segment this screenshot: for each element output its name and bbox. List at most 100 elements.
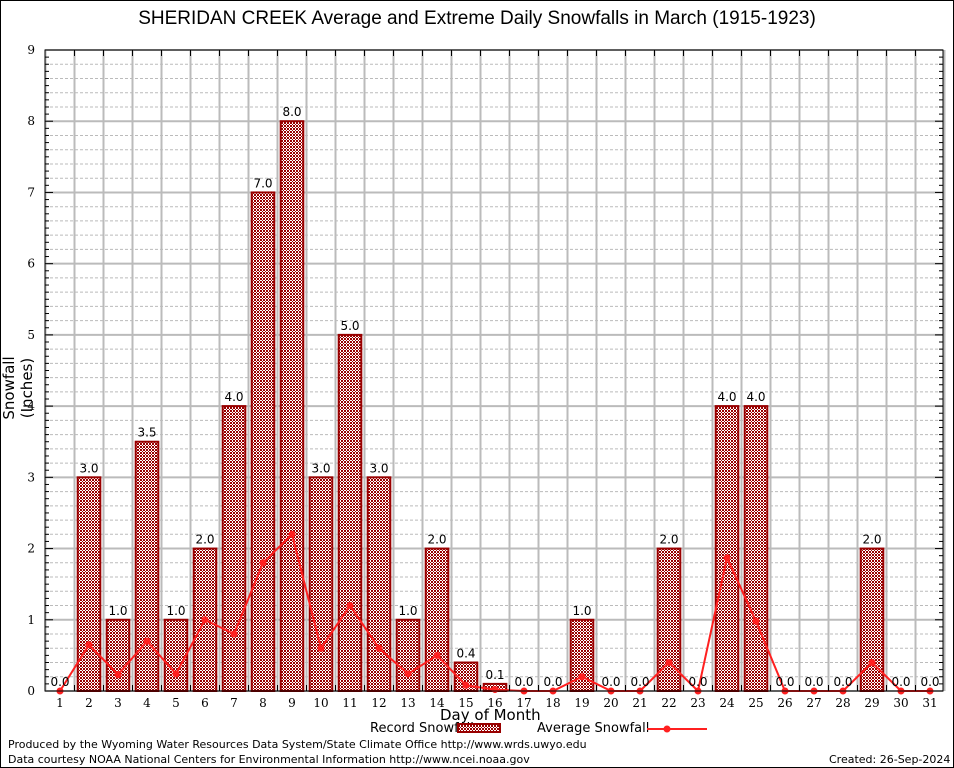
average-point — [665, 659, 673, 667]
average-point — [288, 530, 296, 538]
record-bar — [743, 405, 769, 692]
x-tick-label: 2 — [85, 696, 93, 710]
record-bar — [308, 476, 334, 693]
y-tick-label: 4 — [27, 399, 35, 413]
y-tick-label: 6 — [27, 257, 35, 271]
average-point — [346, 602, 354, 610]
bar-value-label: 0.0 — [775, 675, 794, 689]
average-point — [462, 681, 470, 689]
x-tick-label: 29 — [864, 696, 879, 710]
legend-record-label: Record Snowfall — [370, 721, 474, 736]
bar-value-label: 3.0 — [311, 461, 330, 475]
x-tick-label: 12 — [371, 696, 386, 710]
bar-value-label: 0.0 — [543, 675, 562, 689]
average-point — [230, 630, 238, 638]
footer-created: Created: 26-Sep-2024 — [829, 753, 951, 766]
average-point — [404, 670, 412, 678]
bar-value-label: 0.1 — [485, 668, 504, 682]
average-point — [433, 651, 441, 659]
bar-value-label: 0.0 — [891, 675, 910, 689]
x-tick-label: 19 — [574, 696, 589, 710]
y-tick-label: 1 — [27, 613, 35, 627]
average-point — [578, 673, 586, 681]
y-tick-label: 8 — [27, 114, 35, 128]
bar-value-label: 0.0 — [688, 675, 707, 689]
record-bar — [134, 440, 160, 692]
bar-value-label: 0.0 — [920, 675, 939, 689]
bar-value-label: 0.0 — [514, 675, 533, 689]
x-tick-label: 17 — [516, 696, 531, 710]
average-point — [752, 617, 760, 625]
record-bar — [221, 405, 247, 692]
bar-value-label: 4.0 — [224, 390, 243, 404]
record-bar — [424, 547, 450, 692]
bar-value-label: 0.0 — [630, 675, 649, 689]
bar-value-label: 7.0 — [253, 176, 272, 190]
x-tick-label: 30 — [893, 696, 908, 710]
bar-value-label: 3.0 — [369, 461, 388, 475]
record-bar — [279, 120, 305, 692]
x-tick-label: 10 — [313, 696, 328, 710]
x-tick-label: 9 — [288, 696, 296, 710]
x-tick-label: 22 — [661, 696, 676, 710]
y-tick-label: 0 — [27, 684, 35, 698]
average-point — [259, 559, 267, 567]
x-tick-label: 24 — [719, 696, 735, 710]
legend-average-label: Average Snowfall — [537, 721, 650, 736]
bar-value-label: 2.0 — [427, 533, 446, 547]
record-bar — [395, 618, 421, 692]
bar-value-label: 8.0 — [282, 105, 301, 119]
x-tick-label: 14 — [429, 696, 445, 710]
average-point — [375, 644, 383, 652]
chart-title: SHERIDAN CREEK Average and Extreme Daily… — [138, 8, 816, 29]
x-tick-label: 23 — [690, 696, 705, 710]
bar-value-label: 2.0 — [195, 533, 214, 547]
bar-value-label: 2.0 — [659, 533, 678, 547]
x-tick-label: 7 — [230, 696, 238, 710]
average-point — [172, 670, 180, 678]
x-tick-label: 15 — [458, 696, 473, 710]
x-tick-label: 31 — [922, 696, 937, 710]
x-tick-label: 21 — [632, 696, 647, 710]
bar-value-label: 0.0 — [601, 675, 620, 689]
y-tick-label: 7 — [27, 185, 35, 199]
y-tick-label: 3 — [27, 470, 35, 484]
x-tick-label: 8 — [259, 696, 267, 710]
bar-value-label: 4.0 — [746, 390, 765, 404]
bar-value-label: 5.0 — [340, 319, 359, 333]
bar-value-label: 0.0 — [50, 675, 69, 689]
x-tick-label: 16 — [487, 696, 502, 710]
record-bar — [714, 405, 740, 692]
y-tick-label: 2 — [27, 542, 35, 556]
bar-value-label: 1.0 — [572, 604, 591, 618]
plot-border — [44, 49, 944, 692]
bar-value-label: 4.0 — [717, 390, 736, 404]
average-point — [85, 641, 93, 649]
record-bar — [250, 191, 276, 692]
x-tick-label: 27 — [806, 696, 821, 710]
legend-record-swatch — [457, 723, 501, 733]
footer-producer: Produced by the Wyoming Water Resources … — [8, 738, 587, 751]
x-tick-label: 3 — [114, 696, 122, 710]
average-point — [723, 554, 731, 562]
record-bar — [366, 476, 392, 693]
x-tick-label: 11 — [342, 696, 357, 710]
x-tick-label: 20 — [603, 696, 618, 710]
bar-value-label: 3.5 — [137, 426, 156, 440]
record-bar — [337, 333, 363, 692]
average-point — [317, 644, 325, 652]
x-axis-label: Day of Month — [440, 706, 541, 724]
average-point — [868, 659, 876, 667]
x-tick-label: 26 — [777, 696, 792, 710]
x-tick-label: 25 — [748, 696, 763, 710]
bar-value-label: 2.0 — [862, 533, 881, 547]
average-point — [201, 616, 209, 624]
bar-value-label: 1.0 — [108, 604, 127, 618]
x-tick-label: 6 — [201, 696, 209, 710]
bar-value-label: 0.4 — [456, 647, 475, 661]
x-tick-label: 18 — [545, 696, 560, 710]
x-tick-label: 4 — [143, 696, 151, 710]
y-tick-label: 5 — [27, 328, 35, 342]
y-tick-label: 9 — [27, 43, 35, 57]
record-bar — [163, 618, 189, 692]
